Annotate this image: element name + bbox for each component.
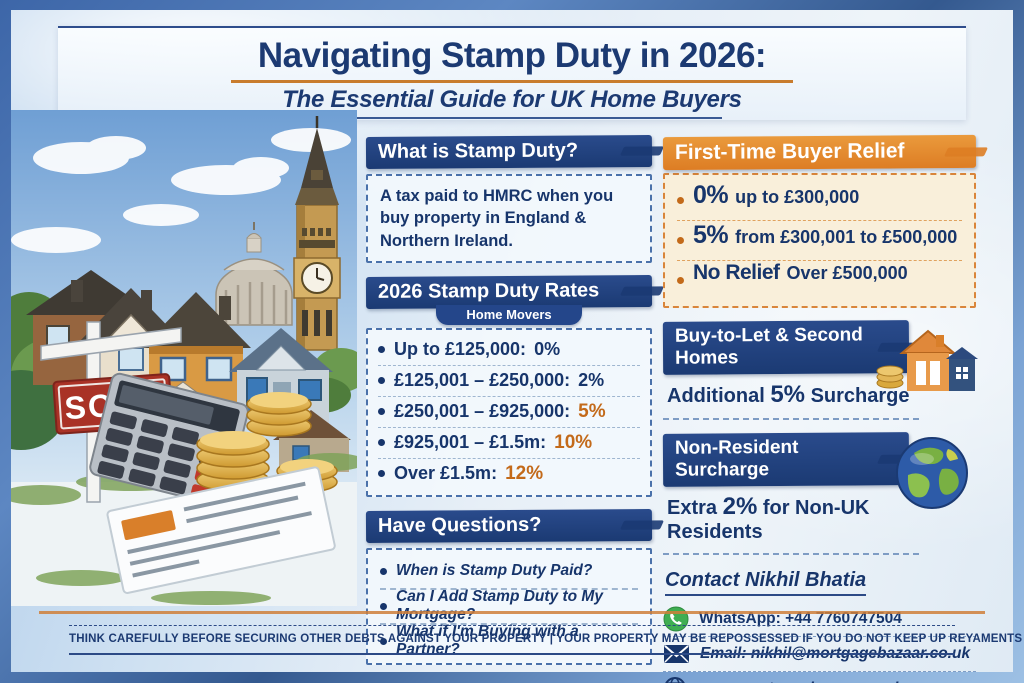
ftb-banner: First-Time Buyer Relief xyxy=(662,134,977,171)
rate-value: 2% xyxy=(578,370,605,391)
ftb-rate: 0% xyxy=(693,181,729,209)
rate-band: £125,001 – £250,000: xyxy=(394,370,571,391)
rate-row: £250,001 – £925,000: 5% xyxy=(378,397,640,428)
btl-header: Buy-to-Let & Second Homes xyxy=(674,324,863,369)
subtitle-underline-navy xyxy=(302,117,722,119)
ftb-band: Over £500,000 xyxy=(786,263,908,283)
question-label: Can I Add Stamp Duty to My Mortgage? xyxy=(396,588,603,624)
rate-row: Over £1.5m: 12% xyxy=(378,459,640,489)
rate-value: 12% xyxy=(505,462,544,484)
rate-band: Over £1.5m: xyxy=(394,463,498,484)
dome-art xyxy=(215,222,293,326)
page-subtitle: The Essential Guide for UK Home Buyers xyxy=(282,86,742,113)
bullet-dot xyxy=(380,602,387,610)
rates-banner: 2026 Stamp Duty Rates xyxy=(365,274,653,309)
bullet-dot xyxy=(378,408,385,416)
rate-value: 0% xyxy=(534,339,561,360)
disclaimer: THINK CAREFULLY BEFORE SECURING OTHER DE… xyxy=(69,625,1024,655)
section-non-resident: Non-Resident Surcharge Extra 2% for Non-… xyxy=(662,432,976,555)
ftb-row: 0% up to £300,000 xyxy=(677,181,962,221)
ftb-rate: No Relief xyxy=(693,261,780,284)
section-what-is-stamp-duty: What is Stamp Duty? A tax paid to HMRC w… xyxy=(365,135,653,263)
rate-value: 10% xyxy=(554,431,593,453)
bullet-dot xyxy=(677,237,684,244)
rates-header: 2026 Stamp Duty Rates xyxy=(377,279,600,303)
contact-header: Contact Nikhil Bhatia xyxy=(665,569,867,596)
question-label: When is Stamp Duty Paid? xyxy=(396,562,593,580)
clouds-art xyxy=(11,128,351,253)
ftb-rate: 5% xyxy=(693,221,729,249)
rate-row: £125,001 – £250,000: 2% xyxy=(378,366,640,397)
paper-background: Navigating Stamp Duty in 2026: The Essen… xyxy=(11,10,1024,683)
section-first-time-buyer: First-Time Buyer Relief 0% up to £300,00… xyxy=(662,134,977,308)
bullet-dot xyxy=(380,567,387,575)
page-title: Navigating Stamp Duty in 2026: xyxy=(257,36,767,75)
ftb-list: 0% up to £300,000 5% from £300,001 to £5… xyxy=(663,173,976,308)
nrs-body: Extra 2% for Non-UK Residents xyxy=(663,493,919,555)
nrs-text: for Non-UK Residents xyxy=(667,497,870,543)
illustration-scene: SOLD xyxy=(11,110,357,606)
bullet-dot xyxy=(378,439,385,447)
btl-rate: 5% xyxy=(770,381,806,408)
house-icon xyxy=(876,329,978,391)
middle-column: What is Stamp Duty? A tax paid to HMRC w… xyxy=(365,135,653,665)
questions-list: When is Stamp Duty Paid? Can I Add Stamp… xyxy=(366,547,652,665)
bullet-dot xyxy=(378,470,385,478)
what-is-body: A tax paid to HMRC when you buy property… xyxy=(366,174,652,263)
bullet-dot xyxy=(677,197,684,204)
ftb-band: from £300,001 to £500,000 xyxy=(735,227,958,247)
contact-website[interactable]: www.mortgagebazaar.co.uk xyxy=(663,672,976,683)
btl-body: Additional 5% Surcharge xyxy=(663,381,919,420)
questions-banner: Have Questions? xyxy=(365,508,653,543)
rate-band: £925,001 – £1.5m: xyxy=(394,432,547,453)
bullet-dot xyxy=(380,637,387,645)
section-contact: Contact Nikhil Bhatia WhatsApp: +44 7760… xyxy=(663,569,976,683)
ftb-row: No Relief Over £500,000 xyxy=(677,261,962,300)
bullet-dot xyxy=(378,346,385,354)
website-globe-icon xyxy=(663,676,689,683)
bullet-dot xyxy=(677,277,684,284)
bottom-orange-rule xyxy=(39,611,985,614)
header: Navigating Stamp Duty in 2026: The Essen… xyxy=(58,26,966,120)
btl-text: Surcharge xyxy=(805,385,910,407)
globe-icon xyxy=(896,437,968,509)
ftb-band: up to £300,000 xyxy=(735,187,860,207)
nrs-banner: Non-Resident Surcharge xyxy=(662,432,910,487)
btl-text: Additional xyxy=(667,385,771,407)
nrs-text: Extra xyxy=(667,497,723,519)
rate-value: 5% xyxy=(578,400,606,422)
section-buy-to-let: Buy-to-Let & Second Homes Additional 5% … xyxy=(662,320,978,420)
question-item: Can I Add Stamp Duty to My Mortgage? xyxy=(380,588,638,625)
what-is-header: What is Stamp Duty? xyxy=(377,139,579,163)
section-questions: Have Questions? When is Stamp Duty Paid?… xyxy=(365,508,653,665)
questions-header: Have Questions? xyxy=(377,513,542,537)
what-is-banner: What is Stamp Duty? xyxy=(365,135,653,169)
document-art xyxy=(106,466,336,594)
nrs-rate: 2% xyxy=(722,493,758,520)
big-ben-art xyxy=(293,116,341,351)
rate-row: £925,001 – £1.5m: 10% xyxy=(378,428,640,459)
btl-banner: Buy-to-Let & Second Homes xyxy=(662,320,910,375)
rate-band: £250,001 – £925,000: xyxy=(394,401,571,422)
title-underline-orange xyxy=(231,80,793,83)
ftb-header: First-Time Buyer Relief xyxy=(674,139,905,165)
bullet-dot xyxy=(378,377,385,385)
ftb-row: 5% from £300,001 to £500,000 xyxy=(677,221,962,261)
contact-website-label: www.mortgagebazaar.co.uk xyxy=(699,680,903,683)
right-column: First-Time Buyer Relief 0% up to £300,00… xyxy=(662,134,978,683)
coins-art xyxy=(196,392,338,493)
rates-subheader-tab: Home Movers xyxy=(436,304,582,325)
rates-table: Up to £125,000: 0% £125,001 – £250,000: … xyxy=(366,327,652,497)
rate-row: Up to £125,000: 0% xyxy=(378,335,640,366)
section-rates-2026: 2026 Stamp Duty Rates Home Movers Up to … xyxy=(365,274,653,497)
rate-band: Up to £125,000: xyxy=(394,339,527,360)
question-item: When is Stamp Duty Paid? xyxy=(380,555,638,590)
contact-whatsapp-label: WhatsApp: +44 7760747504 xyxy=(699,610,902,627)
nrs-header: Non-Resident Surcharge xyxy=(674,436,799,481)
